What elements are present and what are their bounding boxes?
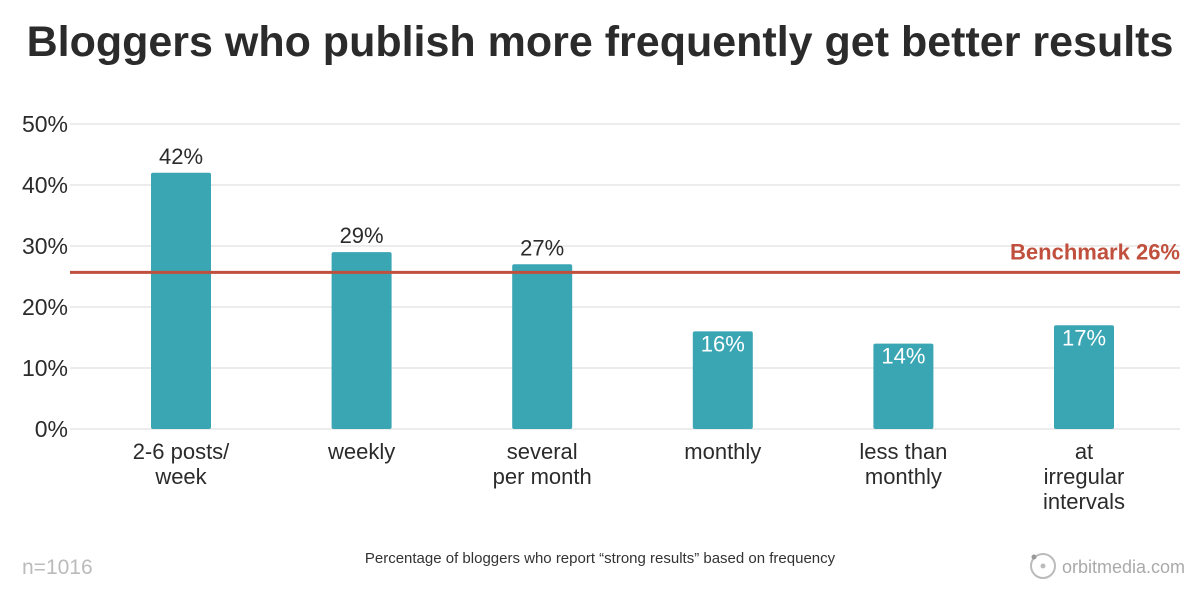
- brand-text: orbitmedia.com: [1062, 557, 1185, 577]
- data-label: 17%: [1062, 325, 1106, 350]
- bar: [1054, 325, 1114, 429]
- bar: [512, 264, 573, 429]
- data-label: 27%: [520, 235, 564, 260]
- y-tick-label: 20%: [22, 294, 68, 320]
- benchmark-label: Benchmark 26%: [1010, 239, 1180, 264]
- y-tick-label: 0%: [35, 416, 68, 442]
- x-category-label: several: [507, 439, 578, 464]
- data-label: 16%: [701, 331, 745, 356]
- x-category-label: per month: [493, 464, 592, 489]
- y-tick-label: 40%: [22, 172, 68, 198]
- bar: [692, 331, 753, 429]
- chart-title: Bloggers who publish more frequently get…: [27, 18, 1174, 66]
- chart-caption: Percentage of bloggers who report “stron…: [365, 550, 836, 567]
- x-category-label: intervals: [1043, 489, 1125, 514]
- data-label: 42%: [159, 144, 203, 169]
- bar: [151, 172, 211, 430]
- data-label: 14%: [881, 344, 925, 369]
- x-category-label: less than: [859, 439, 947, 464]
- y-tick-label: 50%: [22, 111, 68, 137]
- y-tick-label: 30%: [22, 233, 68, 259]
- x-category-label: monthly: [865, 464, 942, 489]
- bar: [331, 252, 392, 429]
- orbit-logo-icon: [1030, 553, 1056, 579]
- x-category-label: irregular: [1044, 464, 1125, 489]
- x-category-label: 2-6 posts/: [133, 439, 230, 464]
- sample-size: n=1016: [22, 556, 93, 579]
- data-label: 29%: [340, 223, 384, 248]
- x-category-label: weekly: [327, 439, 395, 464]
- x-category-label: week: [154, 464, 207, 489]
- bar: [873, 343, 934, 429]
- y-tick-label: 10%: [22, 355, 68, 381]
- x-category-label: monthly: [684, 439, 761, 464]
- x-category-label: at: [1075, 439, 1093, 464]
